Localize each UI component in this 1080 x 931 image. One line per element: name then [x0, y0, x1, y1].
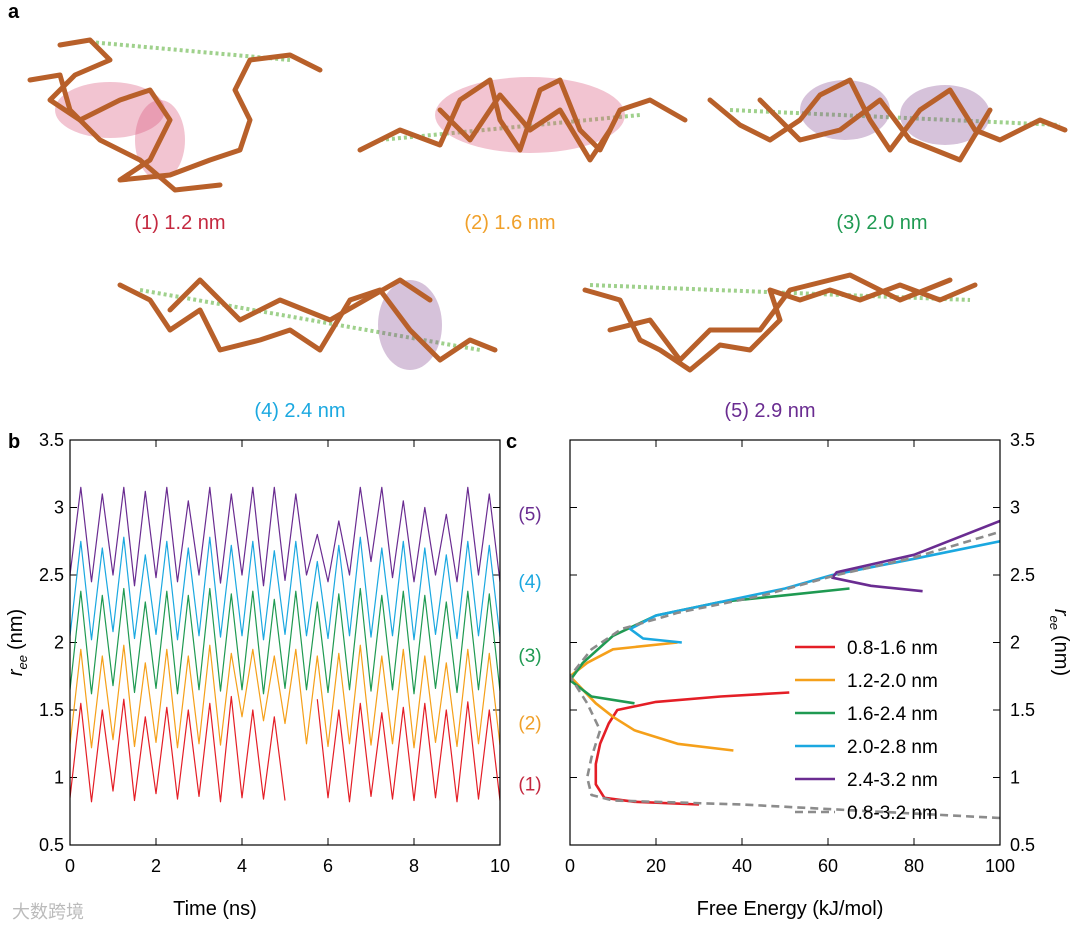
y-tick-label: 0.5	[1010, 835, 1035, 855]
y-tick-label: 1	[54, 768, 64, 788]
y-tick-label: 2.5	[39, 565, 64, 585]
series-line	[70, 695, 500, 803]
y-axis-label: ree (nm)	[1047, 609, 1072, 676]
x-tick-label: 60	[818, 856, 838, 876]
structure-label: (3) 2.0 nm	[836, 212, 927, 234]
x-tick-label: 0	[65, 856, 75, 876]
x-tick-label: 10	[490, 856, 510, 876]
legend-label: 1.2-2.0 nm	[847, 671, 938, 692]
legend-label: 1.6-2.4 nm	[847, 704, 938, 725]
series-line	[570, 530, 1000, 820]
legend-label: 2.0-2.8 nm	[847, 737, 938, 758]
band-label: (5)	[518, 504, 541, 525]
plot-area	[570, 519, 1000, 820]
series-line	[70, 536, 500, 641]
x-tick-label: 40	[732, 856, 752, 876]
structure-label: (1) 1.2 nm	[134, 212, 225, 234]
plot-area	[70, 486, 500, 803]
band-label: (1)	[518, 774, 541, 795]
structure-label: (4) 2.4 nm	[254, 400, 345, 422]
series-line	[70, 486, 500, 587]
y-tick-label: 3	[1010, 498, 1020, 518]
watermark: 大数跨境	[12, 902, 84, 922]
x-tick-label: 8	[409, 856, 419, 876]
series-line	[628, 540, 1000, 644]
panel-label: c	[506, 431, 517, 453]
plot-frame	[569, 439, 1001, 846]
x-axis-label: Time (ns)	[173, 898, 257, 920]
x-axis-label: Free Energy (kJ/mol)	[697, 898, 884, 920]
band-label: (2)	[518, 714, 541, 735]
y-label-symbol: r	[1050, 609, 1072, 617]
y-tick-label: 0.5	[39, 835, 64, 855]
series-line	[831, 519, 1000, 593]
structure-label: (5) 2.9 nm	[724, 400, 815, 422]
series-line	[570, 641, 734, 752]
band-label: (4)	[518, 572, 541, 593]
series-line	[594, 691, 790, 806]
y-tick-label: 1.5	[39, 700, 64, 720]
panel-label: a	[8, 1, 20, 23]
y-tick-label: 1.5	[1010, 700, 1035, 720]
x-tick-label: 0	[565, 856, 575, 876]
y-label-subscript: ee	[15, 655, 30, 669]
legend-label: 0.8-3.2 nm	[847, 803, 938, 824]
y-label-symbol: r	[5, 668, 27, 676]
x-tick-label: 100	[985, 856, 1015, 876]
y-tick-label: 2	[1010, 633, 1020, 653]
y-tick-label: 2	[54, 633, 64, 653]
y-axis-label: ree (nm)	[5, 609, 30, 676]
x-tick-label: 2	[151, 856, 161, 876]
x-tick-label: 20	[646, 856, 666, 876]
y-label-unit: (nm)	[5, 609, 27, 650]
molecules	[27, 37, 1068, 373]
y-tick-label: 2.5	[1010, 565, 1035, 585]
band-label: (3)	[518, 646, 541, 667]
structure-label: (2) 1.6 nm	[464, 212, 555, 234]
plot-frame	[69, 439, 501, 846]
x-tick-label: 6	[323, 856, 333, 876]
y-tick-label: 3	[54, 498, 64, 518]
y-tick-label: 3.5	[1010, 430, 1035, 450]
legend-label: 0.8-1.6 nm	[847, 638, 938, 659]
y-label-subscript: ee	[1047, 616, 1062, 630]
y-tick-label: 1	[1010, 768, 1020, 788]
x-tick-label: 4	[237, 856, 247, 876]
legend-label: 2.4-3.2 nm	[847, 770, 938, 791]
series-line	[70, 587, 500, 695]
panel-label: b	[8, 431, 20, 453]
x-tick-label: 80	[904, 856, 924, 876]
y-tick-label: 3.5	[39, 430, 64, 450]
series-line	[70, 644, 500, 749]
y-label-unit: (nm)	[1050, 635, 1072, 676]
